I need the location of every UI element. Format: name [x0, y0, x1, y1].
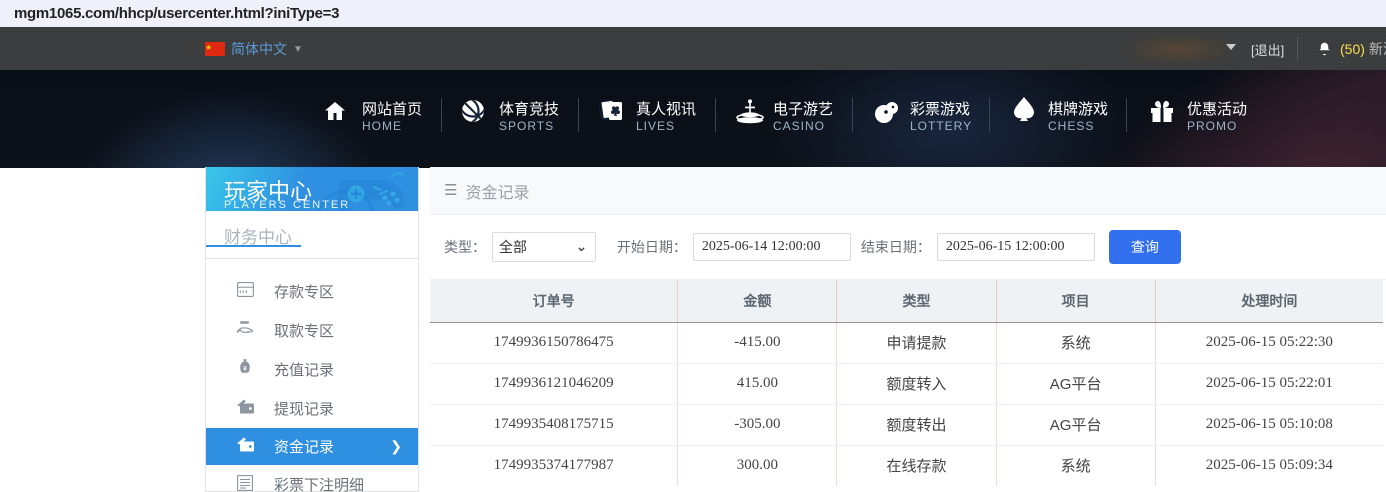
svg-text:¥: ¥: [243, 365, 247, 372]
